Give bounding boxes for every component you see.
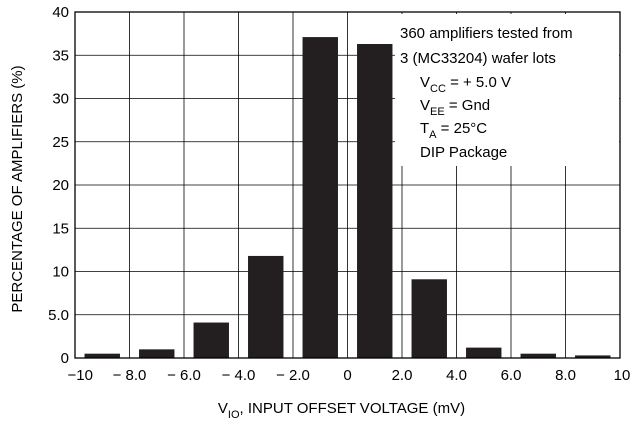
x-tick-labels: −10 − 8.0 − 6.0 − 4.0 − 2.0 0 2.0 4.0 6.0 8.0 10 [68,367,631,384]
y-tick-label: 40 [52,4,69,21]
histogram-bar [139,349,175,358]
y-tick-label: 35 [52,47,69,64]
x-tick-label: 8.0 [555,367,576,384]
histogram-bar [520,353,556,358]
y-tick-label: 5.0 [48,307,69,324]
y-tick-label: 20 [52,177,69,194]
annotation-line-tested: 360 amplifiers tested from [400,25,573,42]
histogram-bar [302,37,338,359]
annotation-vee: VEE = Gnd [420,97,490,118]
y-tick-label: 15 [52,220,69,237]
annotation-package: DIP Package [420,144,507,161]
x-tick-label: 4.0 [446,367,467,384]
annotation-box [395,14,619,166]
histogram-bar [84,353,120,358]
x-tick-label: 6.0 [501,367,522,384]
x-tick-label: −10 [68,367,93,384]
histogram-bars [84,37,611,359]
x-tick-label: − 4.0 [222,367,256,384]
histogram-bar [248,255,284,358]
x-tick-label: 10 [614,367,631,384]
histogram-bar [357,44,393,358]
histogram-bar [411,279,447,358]
y-tick-label: 25 [52,134,69,151]
x-tick-label: − 6.0 [167,367,201,384]
histogram-bar [575,355,611,358]
plot-frame [74,11,621,359]
x-tick-label: − 2.0 [276,367,310,384]
y-tick-label: 10 [52,264,69,281]
annotation-ta: TA = 25°C [420,120,487,141]
y-tick-label: 0 [61,350,69,367]
histogram-bar [193,322,229,358]
y-axis-label: PERCENTAGE OF AMPLIFIERS (%) [9,65,26,312]
annotation-vcc: VCC = + 5.0 V [420,74,511,95]
x-axis-label: VIO, INPUT OFFSET VOLTAGE (mV) [218,400,465,421]
annotation-line-wafer-lots: 3 (MC33204) wafer lots [400,50,556,67]
x-tick-label: 2.0 [392,367,413,384]
x-tick-label: − 8.0 [113,367,147,384]
y-tick-label: 30 [52,91,69,108]
y-tick-labels: 0 5.0 10 15 20 25 30 35 40 [48,4,69,367]
histogram-bar [466,347,502,358]
x-tick-label: 0 [343,367,351,384]
